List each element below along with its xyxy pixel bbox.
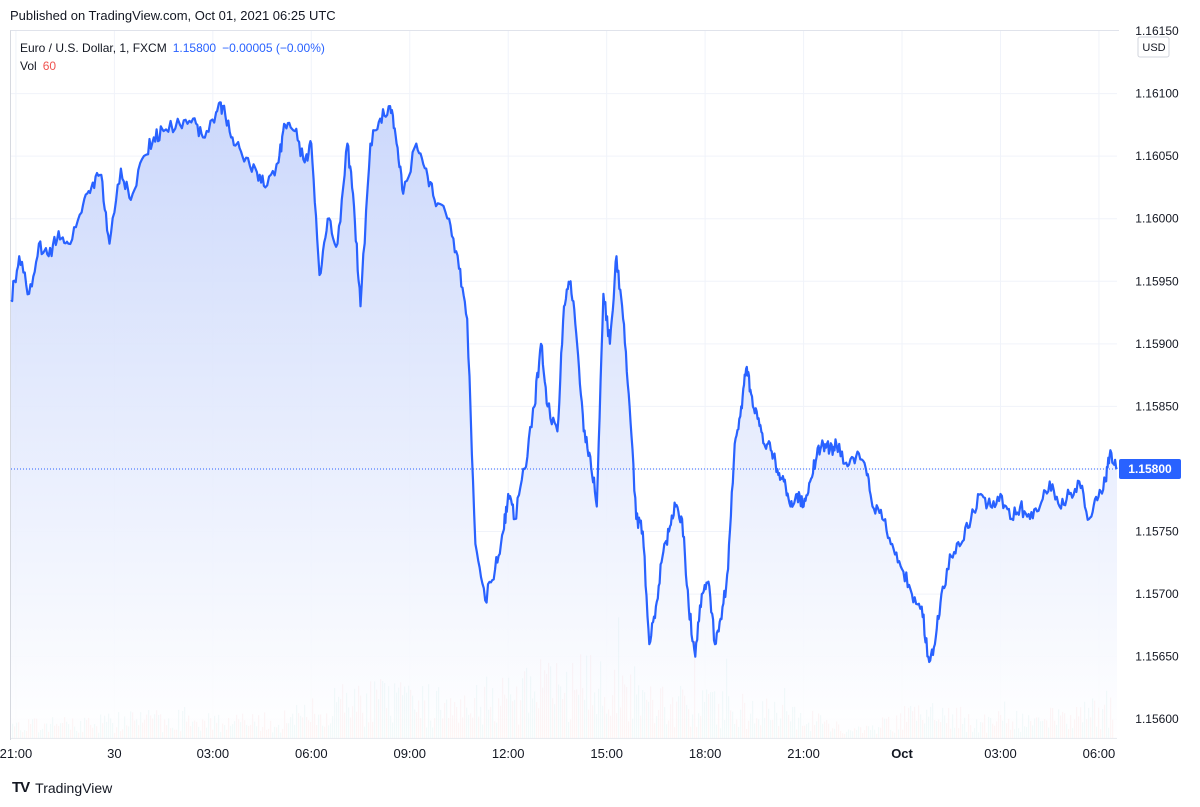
price-tick-label: 1.15700 [1135,587,1179,601]
price-tick-label: 1.15900 [1135,337,1179,351]
time-tick-label: 12:00 [492,746,525,761]
price-area-fill [11,102,1117,739]
footer-brand[interactable]: TV TradingView [12,779,112,796]
tradingview-logo-icon: TV [12,779,30,796]
time-axis[interactable]: 21:00 30 03:00 06:00 09:00 12:00 15:00 18:00 21:… [0,746,1115,761]
price-tick-label: 1.16050 [1135,149,1179,163]
time-tick-label: 15:00 [590,746,623,761]
symbol-row: Euro / U.S. Dollar, 1, FXCM 1.15800 −0.000… [20,39,325,57]
price-line [10,101,1118,664]
volume-row: Vol 60 [20,57,325,75]
price-axis[interactable]: 1.156001.156501.157001.157501.158001.158… [1135,24,1179,726]
price-tick-label: 1.16150 [1135,24,1179,38]
price-tick-label: 1.15650 [1135,650,1179,664]
price-tick-label: 1.15850 [1135,399,1179,413]
time-tick-label: 30 [107,746,121,761]
time-tick-label: 06:00 [1083,746,1116,761]
price-tick-label: 1.15750 [1135,525,1179,539]
published-caption: Published on TradingView.com, Oct 01, 20… [10,8,336,23]
price-tick-label: 1.15950 [1135,274,1179,288]
last-value: 1.15800 [172,41,217,55]
time-tick-label: 21:00 [0,746,32,761]
chart-pane[interactable] [10,30,1119,740]
symbol-name[interactable]: Euro / U.S. Dollar, 1, FXCM [20,41,167,55]
last-price-badge: 1.15800 [1119,458,1181,479]
currency-box[interactable]: USD [1137,36,1170,58]
time-tick-label: 18:00 [689,746,722,761]
time-tick-label: 06:00 [295,746,328,761]
time-tick-label: 03:00 [197,746,230,761]
price-tick-label: 1.16100 [1135,87,1179,101]
series-legend: Euro / U.S. Dollar, 1, FXCM 1.15800 −0.000… [20,39,325,75]
price-tick-label: 1.16000 [1135,212,1179,226]
price-tick-label: 1.15600 [1135,712,1179,726]
volume-value: 60 [42,59,57,73]
time-tick-label: Oct [891,746,913,761]
brand-name: TradingView [35,779,113,796]
last-price-label: 1.15800 [1128,462,1172,476]
time-tick-label: 03:00 [984,746,1017,761]
time-tick-label: 09:00 [393,746,426,761]
volume-label[interactable]: Vol [20,59,37,73]
time-tick-label: 21:00 [787,746,820,761]
currency-label: USD [1142,42,1165,54]
change-value: −0.00005 (−0.00%) [222,41,325,55]
